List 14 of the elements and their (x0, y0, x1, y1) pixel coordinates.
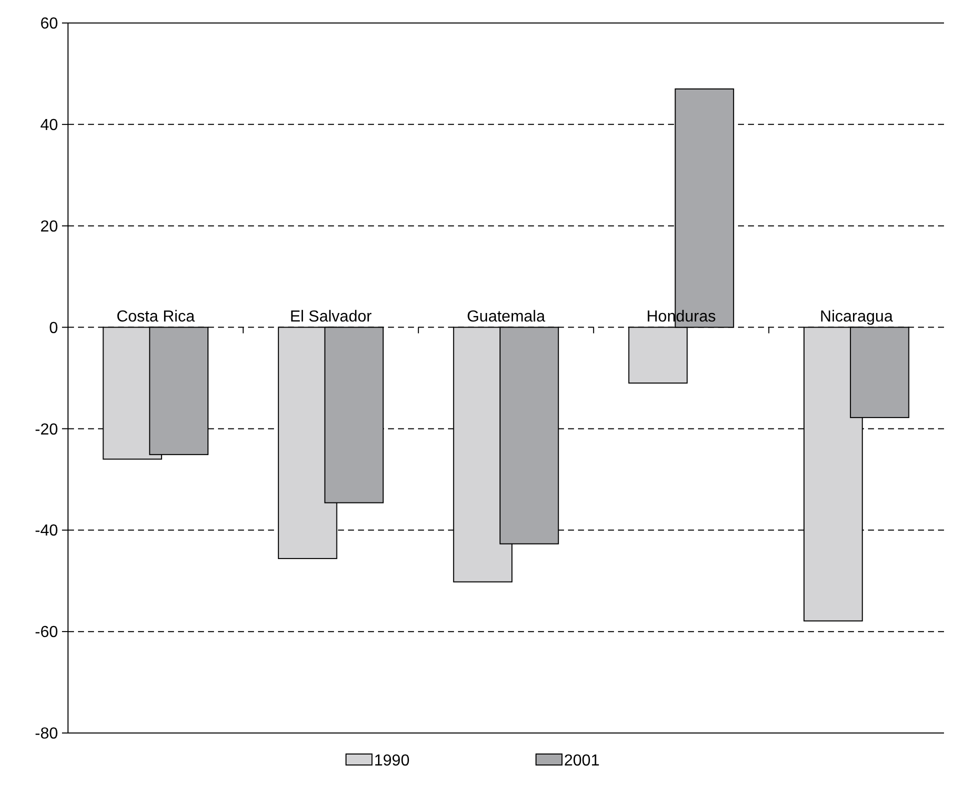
y-tick-label: 40 (40, 117, 58, 134)
y-tick-label: -40 (34, 522, 58, 540)
legend-label: 2001 (564, 752, 600, 770)
x-tick-label: Guatemala (466, 308, 546, 326)
y-tick-label: 60 (40, 16, 58, 33)
y-tick-label: 20 (40, 218, 58, 236)
legend-label: 1990 (374, 752, 410, 770)
y-tick-label: -20 (34, 421, 58, 438)
y-tick-label: -80 (34, 726, 58, 743)
y-tick-label: 0 (49, 320, 58, 337)
x-tick-label: Nicaragua (820, 308, 893, 326)
x-tick-label: Costa Rica (116, 308, 195, 326)
x-tick-label: El Salvador (290, 308, 372, 326)
y-tick-label: -60 (34, 624, 58, 642)
